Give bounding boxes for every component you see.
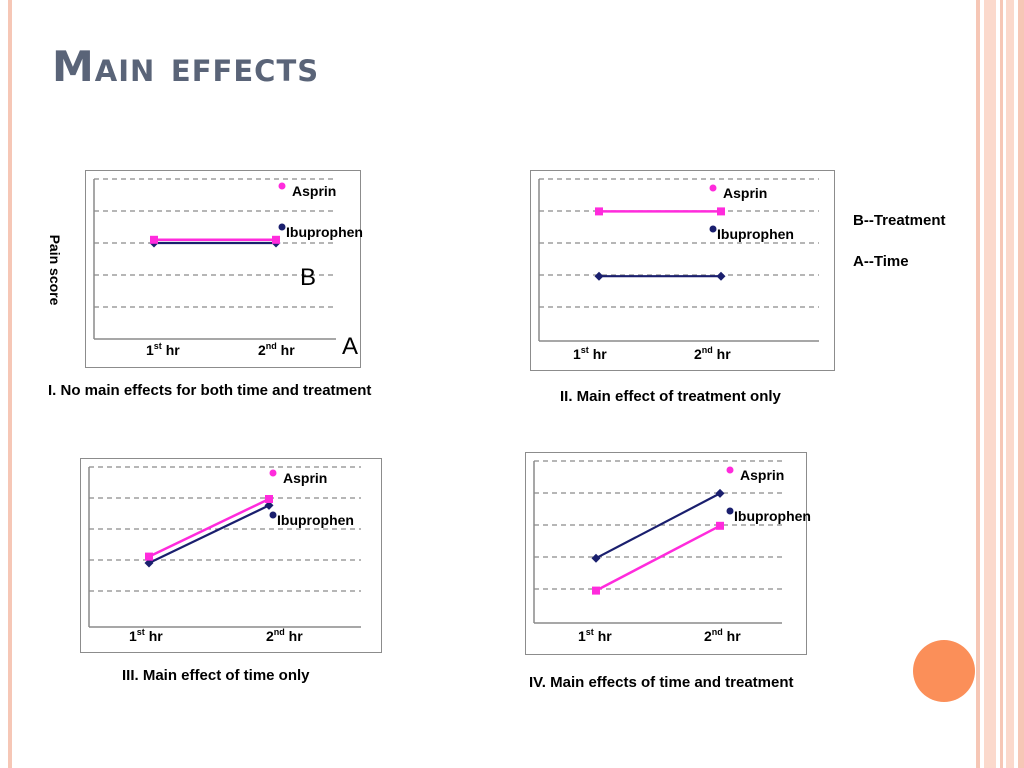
x-tick-label-2nd-hr: 2nd hr bbox=[694, 345, 731, 362]
ibuprophen-point bbox=[144, 558, 154, 568]
ibuprophen-legend-label: Ibuprophen bbox=[734, 508, 811, 524]
asprin-legend-label: Asprin bbox=[283, 470, 327, 486]
asprin-point bbox=[265, 495, 273, 503]
ibuprophen-legend-label: Ibuprophen bbox=[717, 226, 794, 242]
chart-plot-4: Asprin Ibuprophen 1st hr 2nd hr bbox=[533, 460, 811, 644]
ibuprophen-legend-marker bbox=[269, 511, 277, 519]
ibuprophen-point bbox=[715, 488, 725, 498]
x-tick-label-1st-hr: 1st hr bbox=[573, 345, 607, 362]
asprin-legend-marker bbox=[269, 469, 277, 477]
x-tick-label-1st-hr: 1st hr bbox=[578, 627, 612, 644]
ibuprophen-legend-marker bbox=[278, 223, 286, 231]
ibuprophen-legend-label: Ibuprophen bbox=[277, 512, 354, 528]
right-decorative-stripes bbox=[976, 0, 1024, 768]
asprin-series-line bbox=[148, 497, 270, 558]
chart-plot-3: Asprin Ibuprophen 1st hr 2nd hr bbox=[88, 466, 361, 644]
x-tick-label-1st-hr: 1st hr bbox=[146, 341, 180, 358]
slide-title: Main effects bbox=[52, 42, 320, 91]
caption-chart-1: I. No main effects for both time and tre… bbox=[48, 382, 372, 399]
caption-chart-2: II. Main effect of treatment only bbox=[560, 388, 781, 405]
factor-b-letter: B bbox=[300, 264, 317, 291]
chart-time-and-treatment: Asprin Ibuprophen 1st hr 2nd hr bbox=[525, 452, 811, 655]
ibuprophen-legend-marker bbox=[726, 507, 734, 515]
asprin-point bbox=[592, 586, 600, 595]
left-border bbox=[8, 0, 12, 768]
note-treatment: B--Treatment bbox=[853, 212, 946, 229]
chart-treatment-only: Asprin Ibuprophen 1st hr 2nd hr bbox=[530, 170, 835, 371]
asprin-point bbox=[145, 552, 153, 561]
asprin-point bbox=[717, 207, 725, 216]
caption-chart-3: III. Main effect of time only bbox=[122, 667, 310, 684]
ibuprophen-point bbox=[264, 500, 274, 510]
asprin-legend-marker bbox=[709, 184, 717, 192]
decorative-orange-circle bbox=[913, 640, 975, 702]
asprin-point bbox=[595, 207, 603, 216]
ibuprophen-point bbox=[594, 271, 604, 281]
y-axis-label: Pain score bbox=[47, 234, 63, 306]
caption-chart-4: IV. Main effects of time and treatment bbox=[529, 674, 794, 691]
x-tick-label-2nd-hr: 2nd hr bbox=[266, 627, 303, 644]
asprin-point bbox=[150, 235, 158, 244]
x-tick-label-2nd-hr: 2nd hr bbox=[704, 627, 741, 644]
factor-a-letter: A bbox=[342, 333, 359, 360]
x-tick-label-2nd-hr: 2nd hr bbox=[258, 341, 295, 358]
asprin-legend-marker bbox=[726, 466, 734, 474]
ibuprophen-series-line bbox=[148, 504, 270, 564]
asprin-legend-marker bbox=[278, 182, 286, 190]
asprin-legend-label: Asprin bbox=[723, 185, 767, 201]
chart-plot-2: Asprin Ibuprophen 1st hr 2nd hr bbox=[538, 178, 819, 362]
ibuprophen-legend-marker bbox=[709, 225, 717, 233]
asprin-series-line bbox=[595, 524, 721, 592]
asprin-point bbox=[272, 235, 280, 244]
asprin-legend-label: Asprin bbox=[292, 183, 336, 199]
ibuprophen-legend-label: Ibuprophen bbox=[286, 224, 363, 240]
asprin-point bbox=[716, 521, 724, 530]
note-time: A--Time bbox=[853, 253, 909, 270]
ibuprophen-point bbox=[591, 553, 601, 563]
chart-no-main-effects: Asprin Ibuprophen 1st hr 2nd hr bbox=[85, 170, 363, 368]
x-tick-label-1st-hr: 1st hr bbox=[129, 627, 163, 644]
chart-plot-1: Asprin Ibuprophen 1st hr 2nd hr bbox=[93, 178, 363, 358]
ibuprophen-series-line bbox=[595, 492, 721, 560]
chart-time-only: Asprin Ibuprophen 1st hr 2nd hr bbox=[80, 458, 382, 653]
ibuprophen-point bbox=[716, 271, 726, 281]
asprin-legend-label: Asprin bbox=[740, 467, 784, 483]
